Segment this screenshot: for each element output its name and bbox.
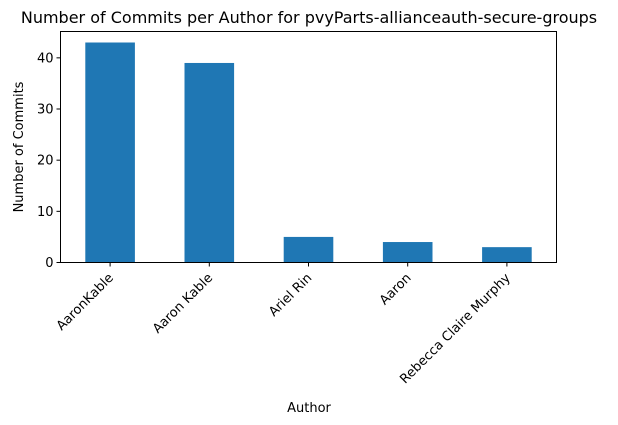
x-tick-label: Rebecca Claire Murphy bbox=[397, 271, 514, 388]
bar-3 bbox=[382, 242, 433, 263]
y-tick-label: 40 bbox=[37, 51, 54, 66]
y-axis-ticks: 0 10 20 30 40 bbox=[37, 51, 61, 271]
x-tick-label: Aaron Kable bbox=[150, 271, 216, 337]
y-axis-label: Number of Commits bbox=[12, 81, 27, 212]
bars-group bbox=[85, 42, 532, 263]
x-tick-label: Aaron bbox=[377, 271, 415, 309]
x-tick-label: AaronKable bbox=[54, 271, 117, 334]
y-tick-label: 20 bbox=[37, 154, 54, 169]
y-tick-label: 0 bbox=[45, 256, 53, 271]
y-tick-label: 30 bbox=[37, 103, 54, 118]
x-axis-label: Author bbox=[287, 401, 331, 416]
chart-title: Number of Commits per Author for pvyPart… bbox=[21, 8, 597, 27]
bar-2 bbox=[283, 236, 334, 263]
bar-1 bbox=[184, 62, 235, 263]
x-axis-ticks: AaronKable Aaron Kable Ariel Rin AaronRebec… bbox=[54, 262, 514, 388]
bar-0 bbox=[85, 42, 135, 263]
y-tick-label: 10 bbox=[37, 205, 54, 220]
x-tick-label: Ariel Rin bbox=[266, 271, 315, 320]
plot-frame bbox=[60, 31, 557, 263]
bar-4 bbox=[482, 247, 532, 263]
